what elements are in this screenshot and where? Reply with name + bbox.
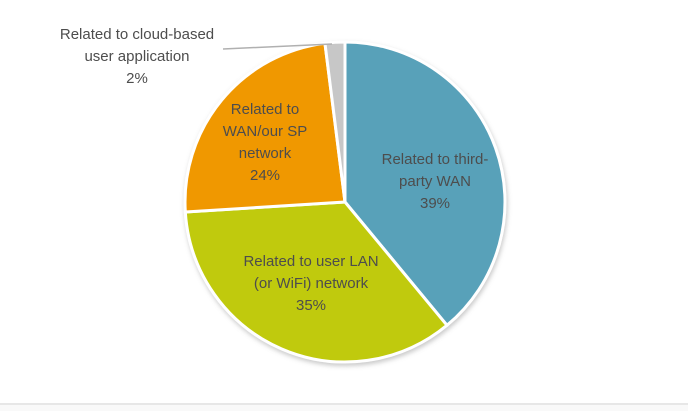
pie-slice-third-party-wan: [343, 40, 507, 327]
bottom-divider: [0, 403, 688, 411]
pie-slices-group: [183, 40, 507, 364]
leader-line-cloud-based-app: [222, 43, 333, 50]
pie-slice-cloud-based-app: [323, 40, 347, 204]
pie-slice-wan-our-sp: [183, 41, 347, 214]
pie-slice-user-lan-wifi: [183, 200, 449, 364]
